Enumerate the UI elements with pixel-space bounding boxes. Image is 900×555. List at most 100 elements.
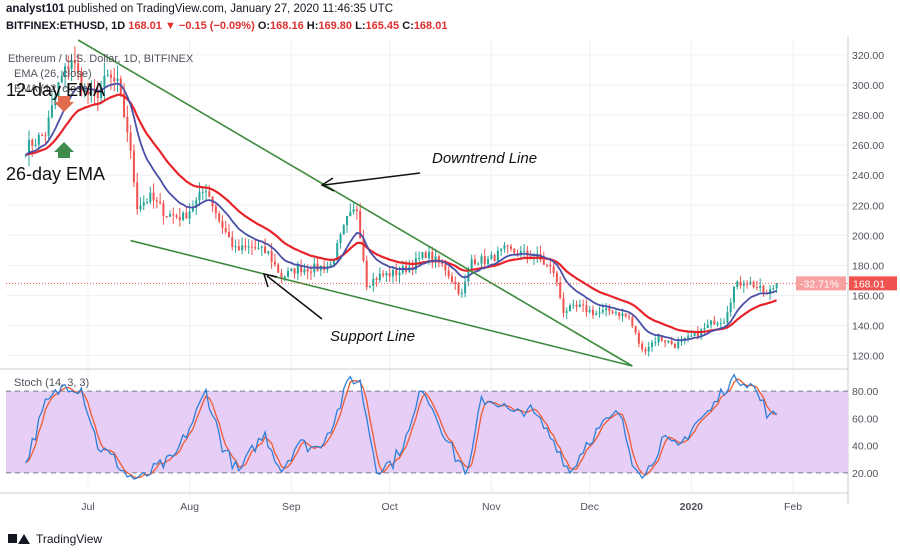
candle-body <box>569 305 572 312</box>
candle-body <box>519 251 522 256</box>
buy-marker-icon <box>54 142 74 158</box>
candle-body <box>231 237 234 248</box>
candle-body <box>480 256 483 264</box>
candle <box>165 215 168 219</box>
brand-name: TradingView <box>36 532 103 546</box>
candle-body <box>628 316 631 318</box>
candle <box>637 330 640 348</box>
price-tick-label: 160.00 <box>852 290 884 302</box>
symbol-label[interactable]: BITFINEX:ETHUSD, 1D <box>6 20 126 32</box>
low-label: L: <box>355 20 366 32</box>
candle <box>647 341 650 357</box>
candle <box>352 201 355 215</box>
candle <box>391 265 394 284</box>
candle-body <box>342 225 345 235</box>
candle <box>54 90 57 110</box>
candle-body <box>506 245 509 247</box>
candle-body <box>283 276 286 279</box>
candle-body <box>585 305 588 313</box>
candle <box>34 138 37 148</box>
candle-body <box>464 281 467 294</box>
candle <box>250 240 253 256</box>
candle-body <box>710 320 713 325</box>
candle-body <box>418 258 421 260</box>
candle-body <box>142 202 145 206</box>
candle-body <box>424 252 427 259</box>
candle <box>565 307 568 320</box>
candle <box>155 196 158 209</box>
candle-body <box>546 264 549 266</box>
candle <box>382 270 385 278</box>
candle <box>93 79 96 105</box>
candle <box>700 327 703 340</box>
candle <box>227 223 231 238</box>
candle-body <box>57 82 60 97</box>
candle-body <box>152 192 155 201</box>
sell-marker-icon <box>54 96 74 112</box>
downtrend-line <box>77 39 633 367</box>
candle-body <box>591 309 594 316</box>
candle <box>293 267 296 279</box>
candle-body <box>37 134 40 145</box>
candle <box>431 246 434 269</box>
price-tick-label: 260.00 <box>852 140 884 152</box>
candle-body <box>80 72 83 91</box>
candle <box>506 244 509 254</box>
candle-body <box>388 272 391 277</box>
candle-body <box>336 243 339 260</box>
candle <box>706 319 709 329</box>
candle <box>631 315 634 328</box>
candle <box>598 306 601 318</box>
candle <box>628 312 631 321</box>
candle <box>267 250 270 256</box>
candle-body <box>441 262 444 265</box>
downtrend-arrow <box>323 172 421 186</box>
candle-body <box>746 283 749 285</box>
candle <box>64 63 67 89</box>
candle-body <box>759 285 762 288</box>
candle <box>365 255 368 291</box>
candle-body <box>309 271 312 273</box>
candle <box>677 337 680 350</box>
candle <box>490 251 493 261</box>
candle-body <box>473 259 476 265</box>
candle <box>172 207 175 225</box>
candle <box>605 303 608 317</box>
candle <box>614 309 617 316</box>
candle <box>611 309 614 315</box>
candle-body <box>496 250 499 262</box>
candle <box>60 70 63 84</box>
candle <box>503 241 506 253</box>
ema26-annotation: 26-day EMA <box>6 164 105 184</box>
stoch-k-line <box>25 373 778 480</box>
candle <box>152 183 155 209</box>
candle-body <box>224 228 227 232</box>
price-chart[interactable]: 168.01 -32.71% 320.00 300.00 280.00 260.00 240… <box>0 36 900 528</box>
candle-body <box>739 281 742 286</box>
candle-body <box>634 326 637 333</box>
candle <box>555 270 558 287</box>
candle <box>159 192 162 205</box>
tradingview-footer[interactable]: TradingView <box>8 531 102 547</box>
candle <box>634 325 637 335</box>
candle <box>86 82 90 105</box>
candle-body <box>716 323 719 325</box>
candle-body <box>368 285 372 288</box>
candle-body <box>477 263 480 265</box>
candle <box>723 318 726 325</box>
candle <box>424 250 427 259</box>
candle-body <box>191 207 194 212</box>
candle-body <box>221 221 224 229</box>
candle <box>654 336 657 347</box>
author-name[interactable]: analyst101 <box>6 3 65 15</box>
candle <box>664 340 667 348</box>
candle <box>359 203 362 239</box>
candle-body <box>690 335 693 337</box>
candle <box>100 81 103 105</box>
candle <box>277 262 280 273</box>
candle-body <box>647 346 650 352</box>
candle <box>103 62 106 101</box>
candle-body <box>359 210 362 239</box>
candle <box>247 239 250 255</box>
candle-body <box>670 340 673 344</box>
